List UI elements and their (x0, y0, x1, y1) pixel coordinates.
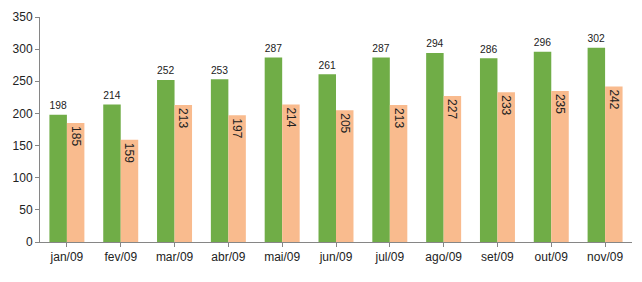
svg-text:jun/09: jun/09 (319, 250, 353, 264)
svg-text:350: 350 (13, 10, 33, 24)
svg-text:296: 296 (534, 37, 551, 48)
svg-text:159: 159 (122, 143, 136, 163)
svg-text:205: 205 (338, 113, 352, 133)
svg-text:jan/09: jan/09 (50, 250, 84, 264)
svg-text:mar/09: mar/09 (156, 250, 194, 264)
svg-text:fev/09: fev/09 (104, 250, 137, 264)
svg-text:242: 242 (607, 89, 621, 109)
svg-text:mai/09: mai/09 (264, 250, 300, 264)
svg-text:abr/09: abr/09 (211, 250, 245, 264)
svg-text:213: 213 (176, 108, 190, 128)
svg-text:out/09: out/09 (535, 250, 569, 264)
svg-text:233: 233 (499, 95, 513, 115)
svg-text:213: 213 (392, 108, 406, 128)
svg-text:214: 214 (103, 90, 120, 101)
svg-text:300: 300 (13, 42, 33, 56)
svg-text:197: 197 (230, 118, 244, 138)
svg-text:302: 302 (588, 33, 605, 44)
svg-text:set/09: set/09 (481, 250, 514, 264)
svg-text:ago/09: ago/09 (425, 250, 462, 264)
svg-text:jul/09: jul/09 (374, 250, 404, 264)
svg-text:50: 50 (19, 203, 33, 217)
svg-text:nov/09: nov/09 (587, 250, 623, 264)
svg-text:287: 287 (372, 43, 389, 54)
svg-text:261: 261 (319, 60, 336, 71)
svg-text:235: 235 (553, 94, 567, 114)
svg-text:185: 185 (69, 126, 83, 146)
svg-text:286: 286 (480, 44, 497, 55)
svg-text:253: 253 (211, 65, 228, 76)
svg-text:214: 214 (284, 107, 298, 127)
svg-text:0: 0 (26, 235, 33, 249)
svg-text:227: 227 (445, 99, 459, 119)
svg-text:100: 100 (13, 171, 33, 185)
svg-text:200: 200 (13, 107, 33, 121)
svg-text:287: 287 (265, 43, 282, 54)
svg-text:294: 294 (426, 38, 443, 49)
svg-text:150: 150 (13, 139, 33, 153)
svg-text:252: 252 (157, 65, 174, 76)
svg-text:250: 250 (13, 74, 33, 88)
svg-text:198: 198 (49, 100, 66, 111)
